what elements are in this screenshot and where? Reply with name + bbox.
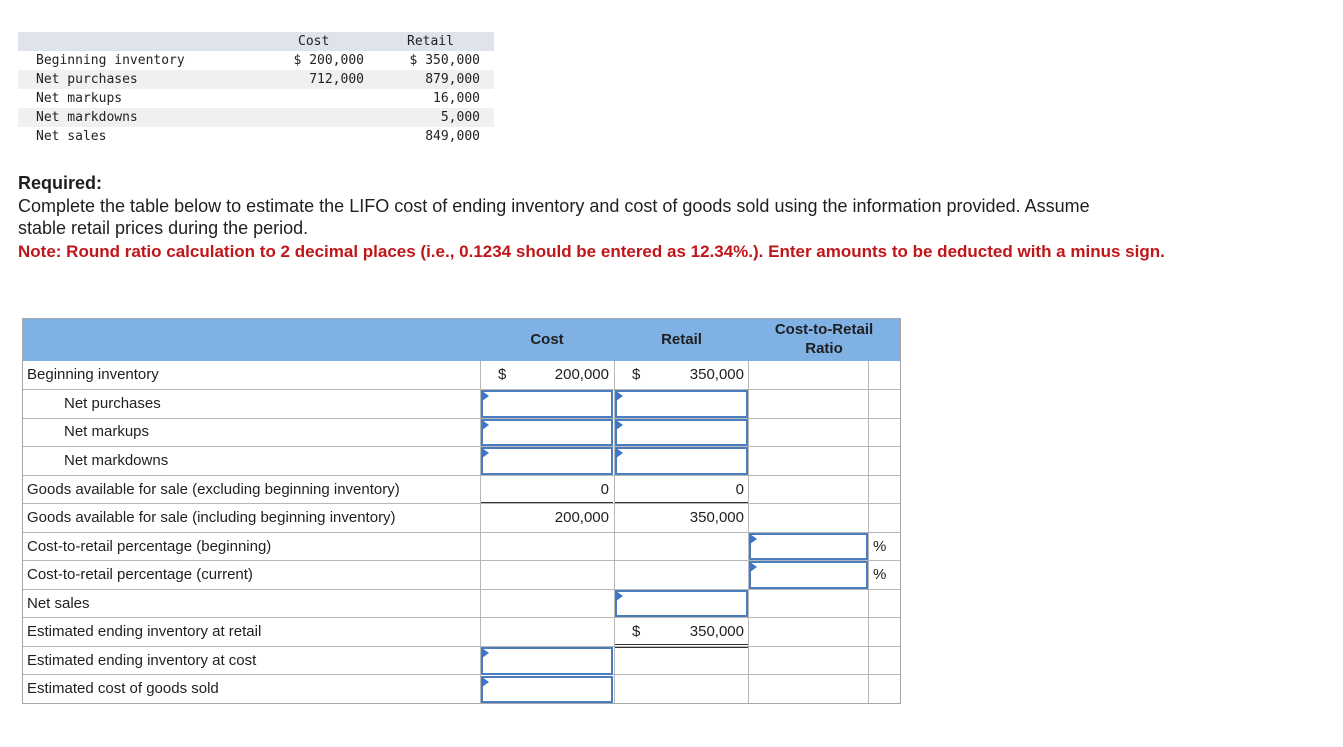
row-label-net-markups: Net markups: [64, 423, 150, 440]
given-header-row: Cost Retail: [18, 32, 494, 51]
row-label-beginning-inventory: Beginning inventory: [27, 366, 159, 383]
ctr-beginning-ratio-input[interactable]: [749, 533, 868, 560]
given-row-cost: $ 200,000: [293, 53, 364, 68]
percent-sign: %: [873, 538, 887, 555]
given-row-label: Net purchases: [36, 72, 138, 87]
row-label-ending-inventory-cost: Estimated ending inventory at cost: [27, 652, 257, 669]
row-divider: [23, 446, 900, 447]
net-markdowns-retail-input[interactable]: [615, 447, 748, 475]
net-purchases-retail-input[interactable]: [615, 390, 748, 418]
row-divider: [23, 560, 900, 561]
beginning-inventory-cost: 200,000: [554, 366, 609, 383]
given-row-retail: 5,000: [440, 110, 480, 125]
double-underline: [615, 647, 748, 648]
row-divider: [23, 589, 900, 590]
percent-sign: %: [873, 566, 887, 583]
given-row-retail: 849,000: [425, 129, 480, 144]
row-divider: [23, 389, 900, 390]
required-label: Required:: [18, 173, 103, 193]
net-markdowns-cost-input[interactable]: [481, 447, 613, 475]
dollar-sign: $: [632, 623, 641, 640]
given-row-label: Net sales: [36, 129, 107, 144]
beginning-inventory-retail: 350,000: [689, 366, 744, 383]
row-label-cogs: Estimated cost of goods sold: [27, 680, 219, 697]
row-divider: [23, 532, 900, 533]
row-label-gafs-including: Goods available for sale (including begi…: [27, 509, 396, 526]
row-divider: [23, 674, 900, 675]
underline: [615, 502, 748, 503]
header-ratio-line2: Ratio: [805, 340, 843, 357]
instructions: Required: Complete the table below to es…: [18, 172, 1318, 263]
row-label-net-markdowns: Net markdowns: [64, 452, 169, 469]
row-label-ctr-current: Cost-to-retail percentage (current): [27, 566, 253, 583]
given-row: Net markups 16,000: [18, 89, 494, 108]
worksheet-header: [23, 319, 900, 361]
header-cost: Cost: [530, 331, 564, 348]
gafs-including-retail: 350,000: [689, 509, 744, 526]
net-markups-cost-input[interactable]: [481, 419, 613, 446]
dollar-sign: $: [632, 366, 641, 383]
dollar-sign: $: [498, 366, 507, 383]
given-row-retail: 16,000: [433, 91, 480, 106]
header-ratio-line1: Cost-to-Retail: [774, 321, 874, 338]
instructions-note: Note: Round ratio calculation to 2 decim…: [18, 241, 1165, 261]
ctr-current-ratio-input[interactable]: [749, 561, 868, 589]
cogs-cost-input[interactable]: [481, 676, 613, 703]
gafs-excluding-retail: 0: [735, 481, 744, 498]
row-label-net-sales: Net sales: [27, 595, 90, 612]
row-label-gafs-excluding: Goods available for sale (excluding begi…: [27, 481, 400, 498]
ending-inventory-cost-input[interactable]: [481, 647, 613, 675]
given-row: Net markdowns 5,000: [18, 108, 494, 127]
instructions-text: Complete the table below to estimate the…: [18, 195, 1090, 239]
row-divider: [23, 646, 900, 647]
row-divider: [23, 475, 900, 476]
header-retail: Retail: [661, 331, 702, 348]
given-row: Beginning inventory $ 200,000 $ 350,000: [18, 51, 494, 70]
given-header-retail: Retail: [407, 34, 454, 49]
ending-inventory-retail: 350,000: [689, 623, 744, 640]
given-row: Net purchases 712,000 879,000: [18, 70, 494, 89]
given-row-label: Beginning inventory: [36, 53, 185, 68]
row-label-net-purchases: Net purchases: [64, 395, 161, 412]
given-data-table: Cost Retail Beginning inventory $ 200,00…: [18, 32, 494, 146]
given-row-retail: $ 350,000: [409, 53, 480, 68]
worksheet-table: Cost Retail Cost-to-Retail Ratio Beginni…: [22, 318, 901, 704]
given-row-label: Net markdowns: [36, 110, 138, 125]
row-divider: [23, 617, 900, 618]
given-row-cost: 712,000: [309, 72, 364, 87]
header-ratio: Cost-to-Retail Ratio: [749, 320, 899, 358]
gafs-excluding-cost: 0: [600, 481, 609, 498]
given-row: Net sales 849,000: [18, 127, 494, 146]
net-purchases-cost-input[interactable]: [481, 390, 613, 418]
gafs-including-cost: 200,000: [554, 509, 609, 526]
net-markups-retail-input[interactable]: [615, 419, 748, 446]
net-sales-retail-input[interactable]: [615, 590, 748, 617]
row-divider: [23, 503, 900, 504]
row-label-ctr-beginning: Cost-to-retail percentage (beginning): [27, 538, 272, 555]
given-row-label: Net markups: [36, 91, 123, 106]
underline: [481, 502, 613, 503]
row-divider: [23, 418, 900, 419]
given-header-cost: Cost: [298, 34, 330, 49]
given-row-retail: 879,000: [425, 72, 480, 87]
row-label-ending-inventory-retail: Estimated ending inventory at retail: [27, 623, 262, 640]
double-underline: [615, 644, 748, 645]
